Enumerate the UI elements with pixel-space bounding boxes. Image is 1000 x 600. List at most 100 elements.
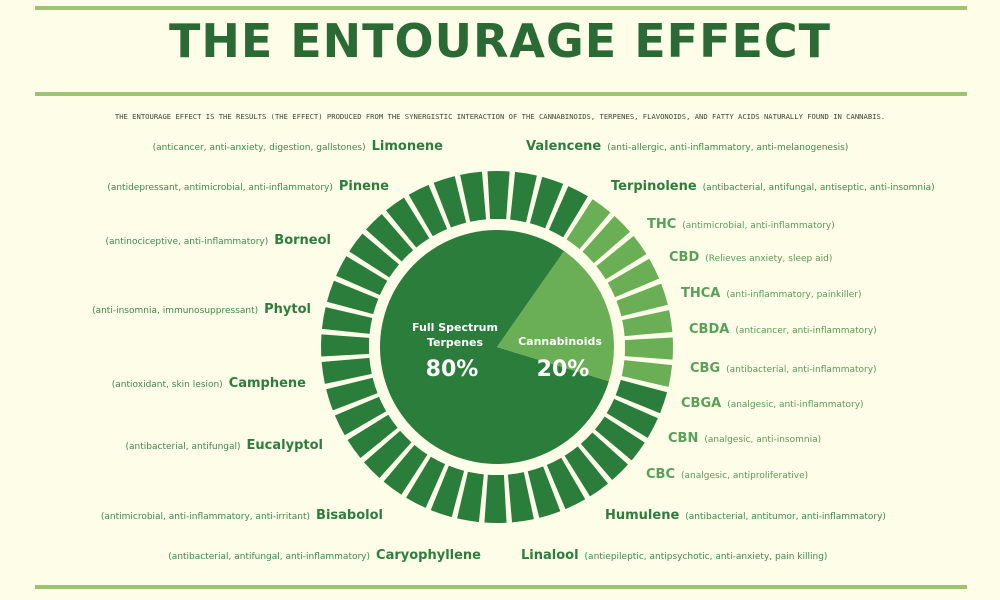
cannabinoid-effects: (analgesic, antiproliferative)	[681, 471, 809, 481]
terpene-label-phytol: (anti-insomnia, immunosuppressant) Phytol	[92, 302, 311, 317]
inner-ring-gap	[369, 219, 625, 475]
terpene-effects: (anti-insomnia, immunosuppressant)	[92, 306, 259, 316]
terpene-name: Phytol	[264, 302, 311, 317]
cannabinoid-label-cbga: CBGA (analgesic, anti-inflammatory)	[681, 396, 864, 411]
terpene-name: Eucalyptol	[246, 438, 323, 453]
cannabinoid-name: THCA	[681, 286, 721, 301]
terpene-name: Humulene	[605, 508, 680, 523]
terpene-effects: (anticancer, anti-anxiety, digestion, ga…	[152, 143, 366, 153]
cannabinoid-name: CBD	[669, 250, 700, 265]
terpene-ring-segment	[487, 171, 510, 220]
cannabinoids-label: Cannabinoids	[518, 335, 602, 348]
terpene-label-eucalyptol: (antibacterial, antifungal) Eucalyptol	[126, 438, 323, 453]
center-pie	[380, 229, 614, 464]
cannabinoid-ring-segment	[624, 337, 673, 360]
terpene-effects: (antimicrobial, anti-inflammatory, anti-…	[100, 512, 311, 522]
cannabinoid-label-cbda: CBDA (anticancer, anti-inflammatory)	[689, 322, 877, 337]
cannabinoid-name: CBC	[646, 467, 675, 482]
terpene-ring-segment	[510, 171, 537, 223]
terpene-ring-segment	[347, 414, 398, 458]
cannabinoid-name: CBG	[690, 361, 721, 376]
terpenes-percentage: 80%	[426, 357, 479, 382]
terpene-ring-segment	[336, 256, 388, 296]
terpene-ring-segment	[564, 446, 608, 497]
terpene-ring-segment	[320, 334, 370, 357]
terpene-ring-segment	[408, 184, 448, 237]
terpene-effects: (antibacterial, antifungal, antiseptic, …	[702, 183, 935, 193]
cannabinoid-name: CBN	[668, 431, 699, 446]
terpene-ring-segment	[615, 379, 668, 414]
terpene-ring-segment	[326, 280, 379, 315]
terpene-ring-segment	[406, 456, 446, 508]
terpene-label-valencene: Valencene (anti-allergic, anti-inflammato…	[526, 139, 848, 154]
cannabinoid-label-thca: THCA (anti-inflammatory, painkiller)	[681, 286, 861, 301]
terpene-ring-segment	[546, 457, 586, 510]
terpenes-label-line1: Full Spectrum	[412, 321, 498, 334]
terpene-ring-segment	[484, 474, 507, 523]
cannabinoid-label-cbn: CBN (analgesic, anti-insomnia)	[668, 431, 821, 446]
top-rule	[35, 6, 967, 10]
cannabinoid-effects: (Relieves anxiety, sleep aid)	[705, 254, 833, 264]
cannabinoid-ring-segment	[596, 236, 647, 280]
cannabinoid-ring-segment	[607, 258, 660, 298]
terpene-name: Linalool	[521, 548, 579, 563]
terpene-effects: (antibacterial, antifungal)	[125, 442, 241, 452]
terpene-name: Bisabolol	[316, 508, 383, 523]
cannabinoid-ring-segment	[582, 216, 631, 264]
cannabinoid-effects: (analgesic, anti-insomnia)	[704, 435, 822, 445]
terpene-ring-segment	[386, 197, 430, 248]
terpene-ring-segment	[363, 430, 412, 478]
terpene-ring-segment	[321, 357, 372, 384]
bottom-rule	[35, 585, 967, 589]
cannabinoid-effects: (antimicrobial, anti-inflammatory)	[682, 221, 835, 231]
terpene-ring-segment	[606, 398, 658, 438]
terpenes-slice	[380, 229, 609, 464]
terpene-name: Limonene	[371, 139, 443, 154]
terpene-ring-segment	[548, 186, 588, 238]
terpene-ring-segment	[460, 171, 487, 222]
cannabinoids-percentage: 20%	[537, 357, 590, 382]
cannabinoids-slice	[497, 251, 614, 382]
terpene-ring-segment	[349, 233, 400, 278]
terpene-label-pinene: (antidepressant, antimicrobial, anti-inf…	[107, 179, 389, 194]
title-underline	[35, 92, 967, 96]
terpene-ring-segment	[580, 432, 628, 481]
cannabinoid-effects: (antibacterial, anti-inflammatory)	[726, 365, 877, 375]
segment-ring	[320, 171, 673, 523]
terpene-ring-segment	[594, 416, 645, 461]
terpene-ring-segment	[529, 176, 564, 229]
terpene-ring-segment	[527, 466, 561, 518]
cannabinoid-ring-segment	[616, 283, 668, 317]
terpene-name: Camphene	[228, 376, 306, 391]
cannabinoid-effects: (analgesic, anti-inflammatory)	[727, 400, 864, 410]
terpene-ring-segment	[383, 444, 428, 495]
terpene-name: Borneol	[274, 233, 331, 248]
terpene-ring-segment	[457, 471, 484, 523]
cannabinoid-ring-segment	[566, 199, 611, 250]
terpene-label-limonene: (anticancer, anti-anxiety, digestion, ga…	[153, 139, 443, 154]
terpene-label-bisabolol: (antimicrobial, anti-inflammatory, anti-…	[101, 508, 383, 523]
terpene-effects: (antibacterial, antitumor, anti-inflamma…	[685, 512, 886, 522]
terpene-effects: (anti-allergic, anti-inflammatory, anti-…	[607, 143, 849, 153]
terpene-name: Valencene	[526, 139, 602, 154]
cannabinoid-ring-segment	[622, 310, 673, 337]
terpene-label-camphene: (antioxidant, skin lesion) Camphene	[112, 376, 306, 391]
terpene-ring-segment	[507, 472, 534, 523]
page-title: THE ENTOURAGE EFFECT	[168, 14, 832, 68]
terpene-effects: (antioxidant, skin lesion)	[111, 380, 223, 390]
terpene-label-caryophyllene: (antibacterial, antifungal, anti-inflamm…	[168, 548, 481, 563]
terpene-label-linalool: Linalool (antiepileptic, antipsychotic, a…	[521, 548, 827, 563]
terpene-name: Caryophyllene	[376, 548, 481, 563]
terpene-ring-segment	[334, 396, 387, 436]
terpene-ring-segment	[430, 465, 465, 518]
cannabinoid-label-cbc: CBC (analgesic, antiproliferative)	[646, 467, 808, 482]
cannabinoid-label-cbd: CBD (Relieves anxiety, sleep aid)	[669, 250, 832, 265]
terpene-label-terpinolene: Terpinolene (antibacterial, antifungal, a…	[611, 179, 935, 194]
terpene-ring-segment	[433, 176, 467, 228]
cannabinoid-name: CBDA	[689, 322, 730, 337]
cannabinoid-label-cbg: CBG (antibacterial, anti-inflammatory)	[690, 361, 877, 376]
terpene-ring-segment	[321, 307, 373, 334]
terpene-effects: (antinociceptive, anti-inflammatory)	[105, 237, 269, 247]
terpene-label-borneol: (antinociceptive, anti-inflammatory) Born…	[106, 233, 331, 248]
